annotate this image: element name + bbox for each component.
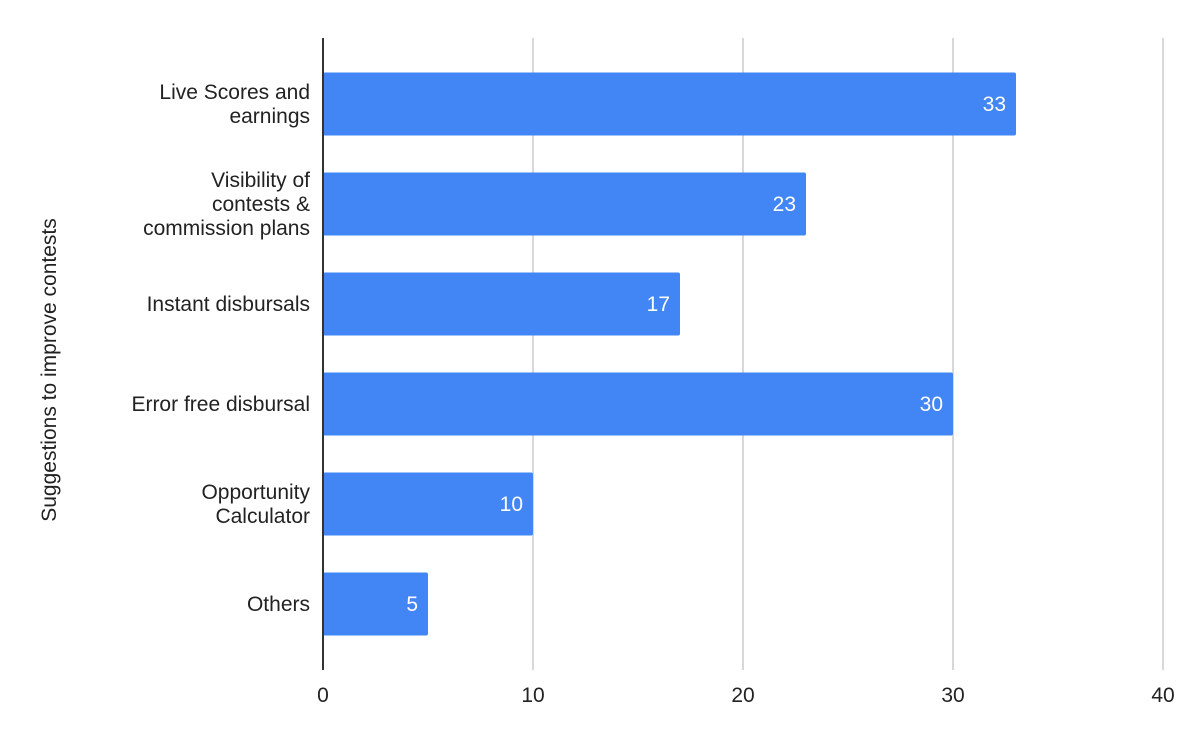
data-label-3: 17 xyxy=(647,293,670,316)
bar-6 xyxy=(323,572,428,636)
x-tick-label-10: 10 xyxy=(521,684,544,707)
x-tick-label-30: 30 xyxy=(941,684,964,707)
data-label-1: 33 xyxy=(983,93,1006,116)
bars: 33 23 17 30 10 5 xyxy=(323,72,1016,636)
data-label-6: 5 xyxy=(406,593,418,616)
bar-3 xyxy=(323,272,680,336)
x-tick-label-40: 40 xyxy=(1151,684,1174,707)
bar-1 xyxy=(323,72,1016,136)
category-label-2: Visibility of contests & commission plans xyxy=(143,169,310,240)
category-label-3: Instant disbursals xyxy=(147,293,310,316)
gridlines xyxy=(532,38,1164,670)
category-label-6: Others xyxy=(247,593,310,616)
x-tick-label-20: 20 xyxy=(731,684,754,707)
x-tick-labels: 0 10 20 30 40 xyxy=(317,684,1175,707)
data-label-4: 30 xyxy=(920,393,943,416)
x-tick-label-0: 0 xyxy=(317,684,329,707)
bar-4 xyxy=(323,372,953,436)
data-label-2: 23 xyxy=(773,193,796,216)
category-label-5: Opportunity Calculator xyxy=(201,481,310,528)
category-label-1: Live Scores and earnings xyxy=(159,81,310,128)
category-labels: Live Scores and earnings Visibility of cont… xyxy=(131,81,310,616)
bar-5 xyxy=(323,472,533,536)
category-label-4: Error free disbursal xyxy=(131,393,310,416)
y-axis-title: Suggestions to improve contests xyxy=(38,218,61,522)
data-label-5: 10 xyxy=(500,493,523,516)
bar-2 xyxy=(323,172,806,236)
